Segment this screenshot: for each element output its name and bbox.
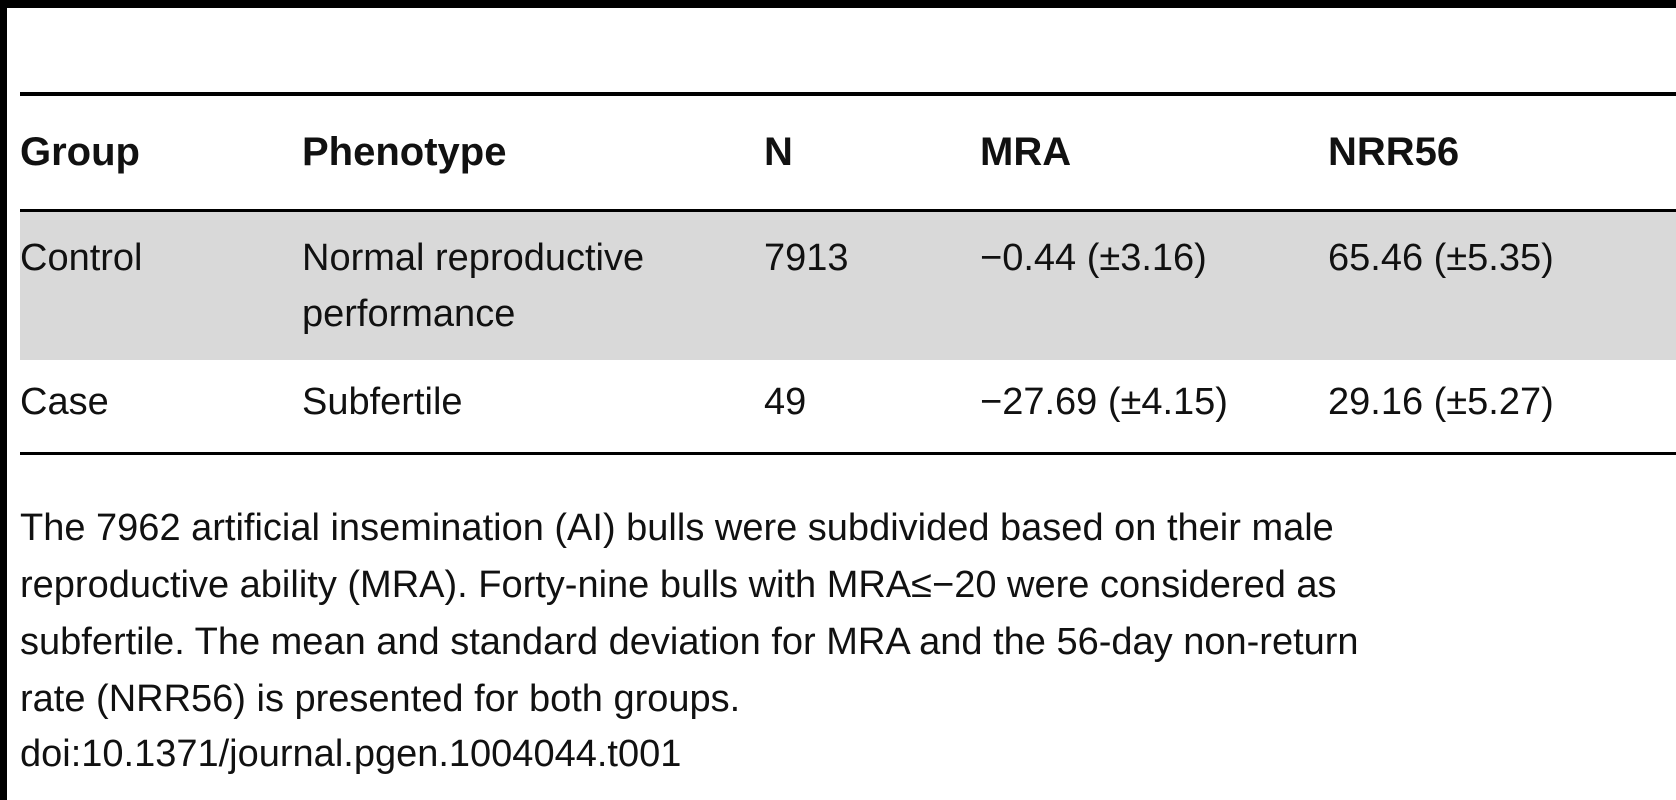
- header-row: Group Phenotype N MRA NRR56: [20, 96, 1676, 209]
- doi-link[interactable]: doi:10.1371/journal.pgen.1004044.t001: [20, 733, 682, 775]
- cell-phenotype: Subfertile: [302, 381, 463, 423]
- top-border-rule: [0, 0, 1676, 8]
- cell-phenotype: Normal reproductive performance: [302, 212, 764, 360]
- cell-mra: −27.69 (±4.15): [980, 381, 1228, 423]
- cell-phenotype-line2: performance: [302, 293, 516, 335]
- results-table: Group Phenotype N MRA NRR56: [20, 96, 1676, 209]
- data-table-container: Group Phenotype N MRA NRR56 Control Norm…: [20, 92, 1676, 455]
- header-bottom-rule: [20, 209, 1676, 212]
- cell-group: Case: [20, 381, 109, 423]
- cell-group: Control: [20, 212, 302, 360]
- table-bottom-rule: [20, 452, 1676, 455]
- results-table-body: Control Normal reproductive performance …: [20, 212, 1676, 452]
- cell-n: 49: [764, 381, 807, 423]
- table-header: Group Phenotype N MRA NRR56: [20, 96, 1676, 209]
- column-header-phenotype: Phenotype: [302, 130, 507, 174]
- cell-nrr56: 65.46 (±5.35): [1328, 212, 1676, 360]
- column-header-mra: MRA: [980, 130, 1072, 174]
- footnote-line: The 7962 artificial insemination (AI) bu…: [20, 507, 1334, 549]
- column-header-group: Group: [20, 130, 140, 174]
- table-footnote: The 7962 artificial insemination (AI) bu…: [20, 500, 1676, 728]
- footnote-line: rate (NRR56) is presented for both group…: [20, 678, 741, 720]
- table-top-rule: [20, 92, 1676, 96]
- cell-mra: −0.44 (±3.16): [980, 212, 1328, 360]
- column-header-n: N: [764, 130, 793, 174]
- cell-nrr56: 29.16 (±5.27): [1328, 381, 1554, 423]
- cell-phenotype-line1: Normal reproductive: [302, 237, 645, 279]
- cell-n: 7913: [764, 212, 980, 360]
- column-header-nrr56: NRR56: [1328, 130, 1460, 174]
- footnote-line: subfertile. The mean and standard deviat…: [20, 621, 1359, 663]
- left-border-rule: [0, 0, 7, 800]
- footnote-line: reproductive ability (MRA). Forty-nine b…: [20, 564, 1337, 606]
- table-row-case: Case Subfertile 49 −27.69 (±4.15) 29.16 …: [20, 360, 1676, 452]
- table-row-control: Control Normal reproductive performance …: [20, 212, 1676, 360]
